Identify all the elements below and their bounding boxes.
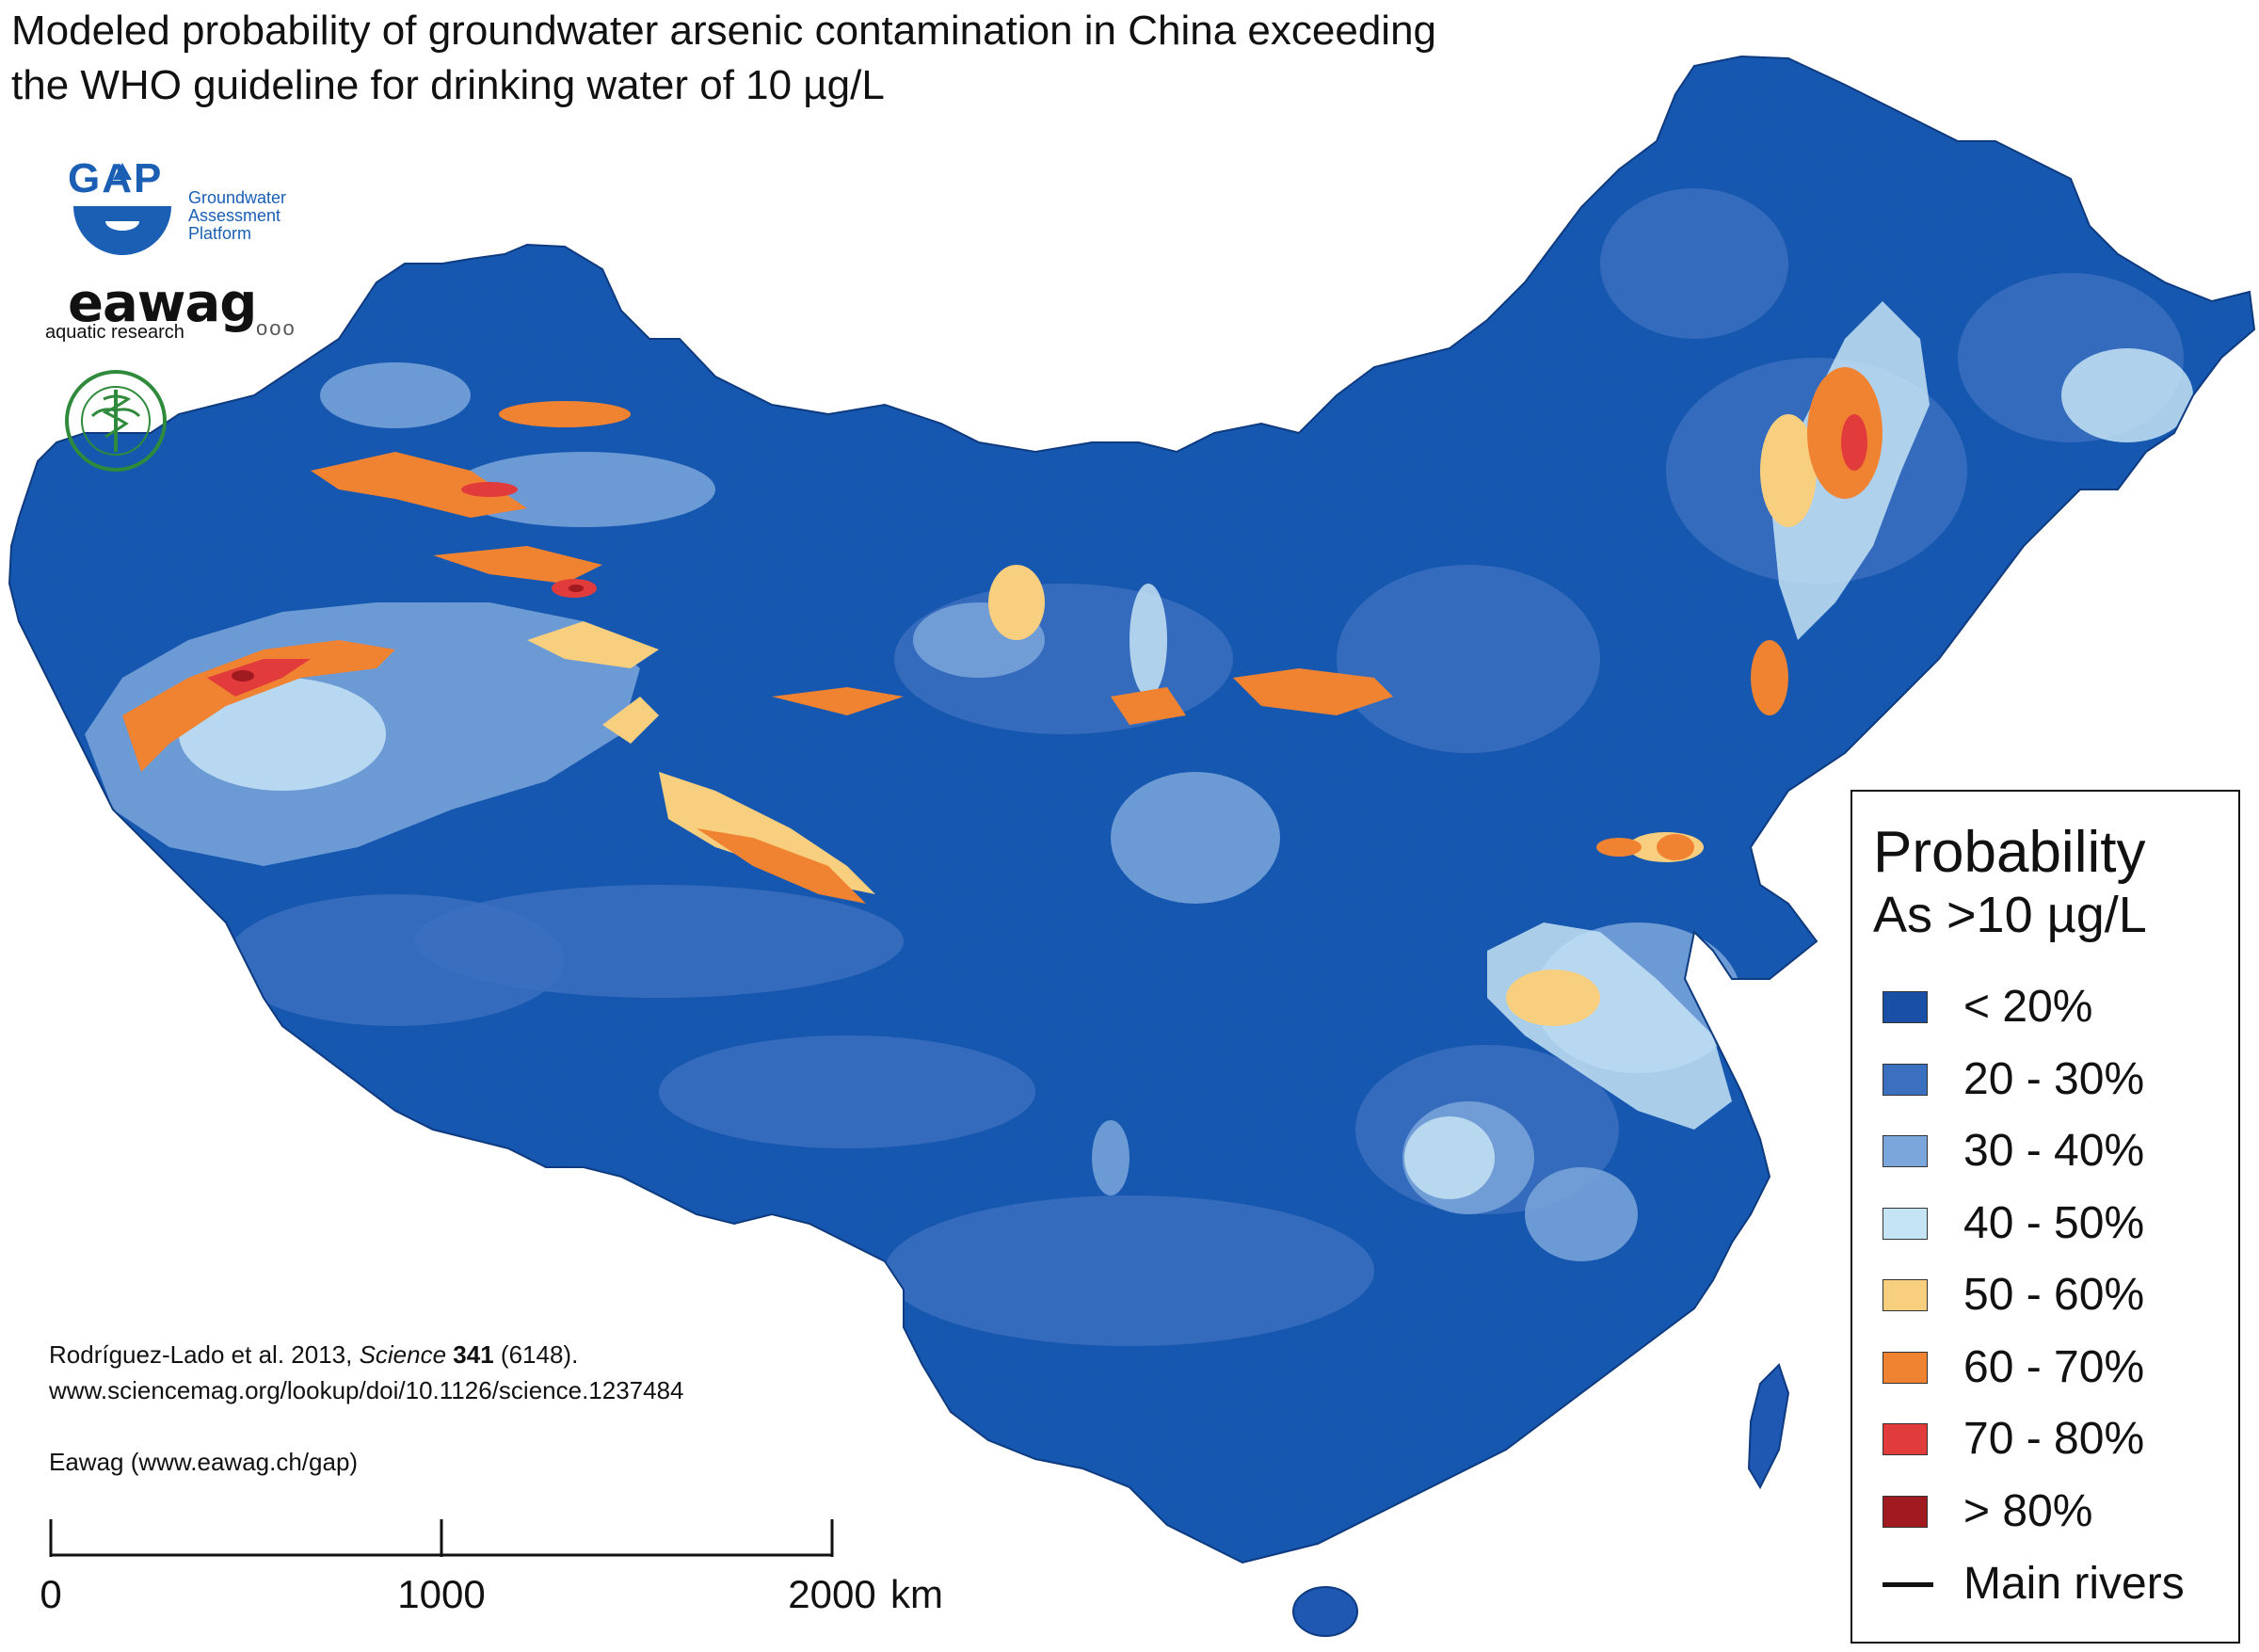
legend-label-main-rivers: Main rivers: [1963, 1559, 2185, 1609]
legend-swatch: [1882, 1207, 1928, 1240]
map-title-line-1: Modeled probability of groundwater arsen…: [11, 8, 1437, 54]
credits: Rodríguez-Lado et al. 2013, Science 341 …: [49, 1337, 684, 1480]
eawag-wordmark: eawag: [68, 273, 257, 334]
legend-label: 70 - 80%: [1963, 1414, 2145, 1464]
legend-entry: 20 - 30%: [1882, 1051, 2240, 1107]
scale-bar-line: [49, 1519, 834, 1557]
university-seal-icon: [65, 370, 167, 472]
eawag-logo: eawag aquatic research ooo: [38, 273, 320, 343]
eawag-dots: ooo: [256, 316, 296, 340]
citation-journal: Science: [359, 1340, 447, 1369]
gap-subtitle-line-1: Groundwater: [188, 188, 287, 207]
legend-swatch: [1882, 1063, 1928, 1096]
legend-entry: > 80%: [1882, 1483, 2240, 1539]
probability-50-60-zones: [527, 414, 1817, 1026]
doi-link[interactable]: www.sciencemag.org/lookup/doi/10.1126/sc…: [49, 1376, 684, 1404]
hainan-island: [1292, 1586, 1358, 1637]
legend-swatch: [1882, 991, 1928, 1023]
probability-above-80-zones: [232, 585, 584, 682]
citation-issue: (6148).: [493, 1340, 579, 1369]
scale-tick-label-1000: 1000: [397, 1572, 486, 1616]
legend-swatch: [1882, 1423, 1928, 1455]
legend-subtitle: As >10 µg/L: [1873, 887, 2147, 943]
legend-swatch: [1882, 1135, 1928, 1167]
map-title-line-2: the WHO guideline for drinking water of …: [11, 62, 885, 108]
legend-label: 40 - 50%: [1963, 1197, 2145, 1248]
legend-entry: 50 - 60%: [1882, 1266, 2240, 1323]
legend-label: 20 - 30%: [1963, 1053, 2145, 1104]
gap-subtitle-line-3: Platform: [188, 224, 252, 243]
citation-authors: Rodríguez-Lado et al. 2013,: [49, 1340, 360, 1369]
legend-title: Probability: [1873, 820, 2146, 885]
legend-label: 50 - 60%: [1963, 1270, 2145, 1320]
legend-entry: 30 - 40%: [1882, 1122, 2240, 1179]
probability-60-70-zones: [122, 367, 1882, 904]
citation: Rodríguez-Lado et al. 2013, Science 341 …: [49, 1337, 684, 1372]
scale-unit: km: [890, 1572, 943, 1616]
legend: Probability As >10 µg/L < 20% 20 - 30% 30 …: [1850, 790, 2240, 1644]
legend-swatch: [1882, 1351, 1928, 1384]
legend-entry: < 20%: [1882, 978, 2240, 1035]
china-medical-university-seal: [64, 369, 168, 473]
legend-label: 30 - 40%: [1963, 1126, 2145, 1176]
citation-volume: 341: [453, 1340, 494, 1369]
legend-swatch: [1882, 1279, 1928, 1311]
legend-entry: 60 - 70%: [1882, 1339, 2240, 1395]
legend-label: 60 - 70%: [1963, 1341, 2145, 1392]
scale-tick-label-2000: 2000: [788, 1572, 876, 1616]
probability-70-80-zones: [207, 414, 1867, 697]
legend-label: < 20%: [1963, 982, 2093, 1032]
legend-entry: 70 - 80%: [1882, 1410, 2240, 1467]
taiwan-island: [1747, 1363, 1790, 1490]
legend-entry-main-rivers: Main rivers: [1882, 1555, 2240, 1612]
map-title: Modeled probability of groundwater arsen…: [11, 4, 1687, 113]
gap-wordmark: GAP: [68, 155, 164, 201]
scale-tick-label-0: 0: [40, 1572, 62, 1616]
gap-subtitle-line-2: Assessment: [188, 206, 281, 225]
scale-bar: 0 1000 2000: [19, 1506, 876, 1647]
gap-logo: GAP Groundwater Assessment Platform: [68, 155, 312, 259]
source-credit: Eawag (www.eawag.ch/gap): [49, 1448, 359, 1476]
legend-label: > 80%: [1963, 1485, 2093, 1536]
legend-swatch: [1882, 1495, 1928, 1528]
gap-subtitle: Groundwater Assessment Platform: [188, 189, 320, 243]
river-line-swatch: [1882, 1582, 1933, 1587]
gap-emblem-icon: [73, 163, 171, 255]
legend-entry: 40 - 50%: [1882, 1195, 2240, 1251]
eawag-subtitle: aquatic research: [45, 322, 184, 343]
